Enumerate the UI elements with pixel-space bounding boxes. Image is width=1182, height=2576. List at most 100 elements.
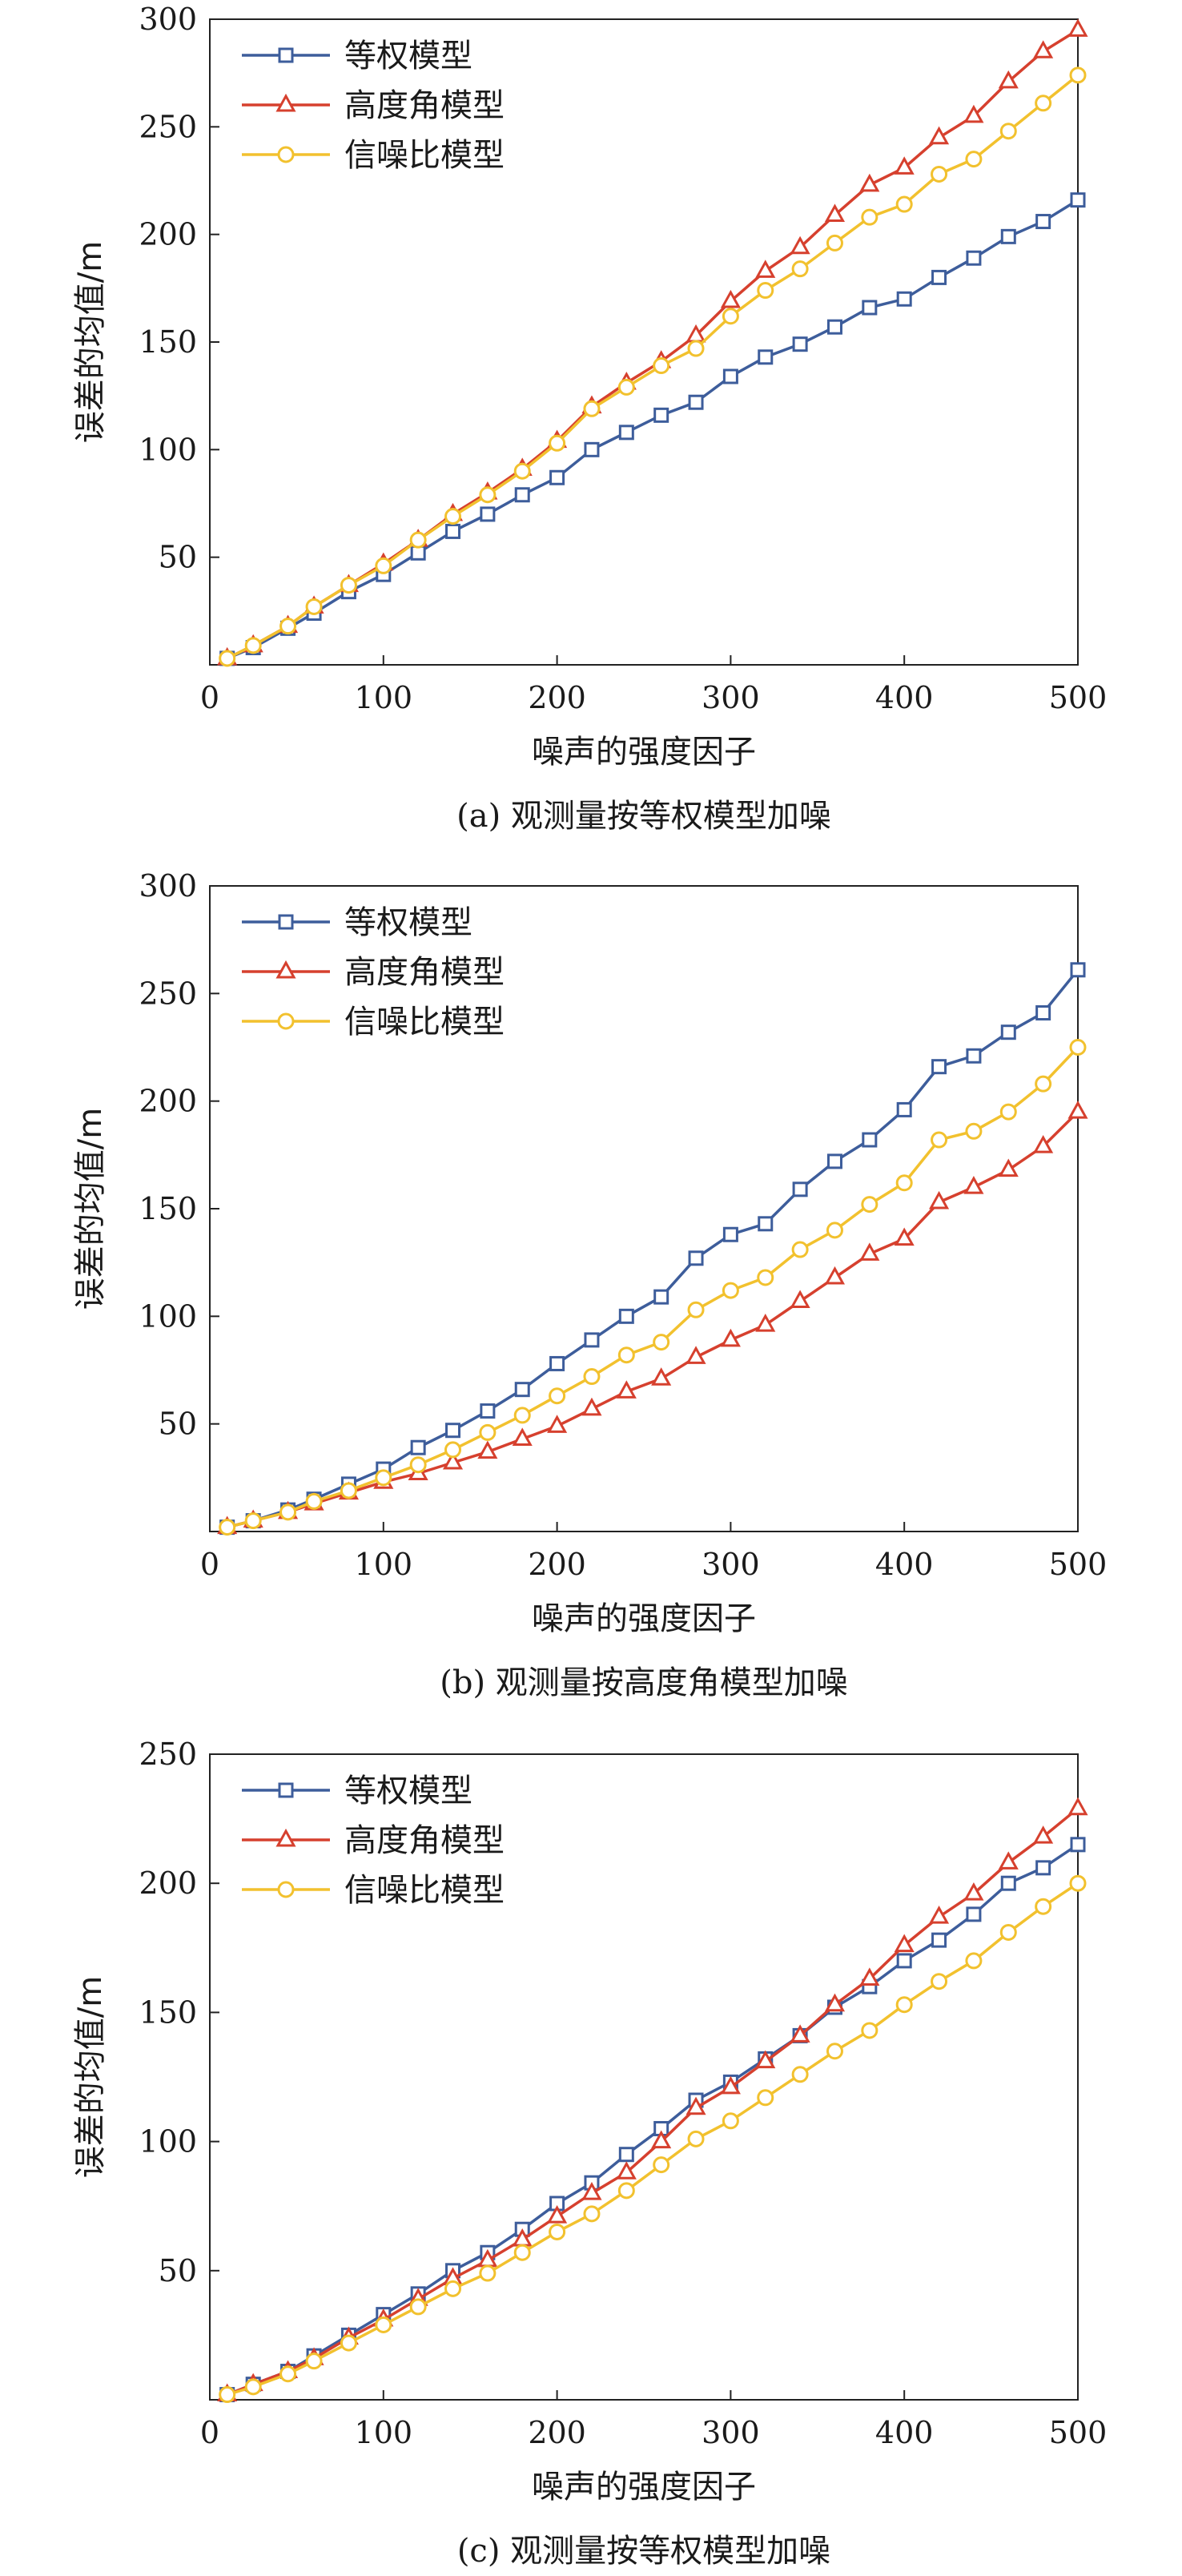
x-tick-label: 300: [702, 2415, 760, 2450]
data-point-square: [514, 487, 530, 503]
legend-label: 高度角模型: [344, 954, 505, 991]
data-point-circle: [861, 208, 878, 226]
data-point-circle: [375, 2316, 392, 2334]
data-point-circle: [340, 577, 357, 594]
data-point-square: [896, 291, 912, 307]
y-tick-label: 150: [139, 324, 197, 360]
data-point-triangle: [275, 960, 296, 979]
data-point-circle: [653, 2156, 670, 2174]
data-point-circle: [791, 260, 809, 278]
series-square: [219, 1837, 1086, 2403]
y-axis-label: 误差的均值/m: [72, 1976, 109, 2178]
x-tick-label: 400: [875, 1547, 934, 1582]
data-point-square: [445, 1423, 461, 1439]
data-point-circle: [1069, 66, 1087, 84]
data-point-triangle: [1067, 1101, 1088, 1119]
x-tick-label: 500: [1049, 680, 1108, 715]
data-point-circle: [513, 462, 531, 480]
data-point-triangle: [720, 2075, 741, 2095]
plot-frame: [209, 1753, 1079, 2401]
data-point-triangle: [685, 2096, 706, 2115]
data-point-triangle: [512, 1427, 533, 1446]
data-point-square: [1035, 1005, 1051, 1021]
series-square: [219, 962, 1086, 1536]
legend-label: 等权模型: [344, 904, 472, 941]
data-point-circle: [409, 1456, 427, 1474]
data-point-circle: [1035, 1898, 1052, 1915]
chart-caption: (b) 观测量按高度角模型加噪: [440, 1664, 848, 1701]
data-point-triangle: [651, 1367, 672, 1386]
data-point-square: [688, 1250, 704, 1266]
data-point-circle: [444, 508, 462, 525]
data-point-circle: [219, 650, 236, 667]
data-point-triangle: [894, 1227, 915, 1246]
data-point-circle: [895, 1996, 913, 2014]
data-point-circle: [653, 357, 670, 375]
data-point-circle: [375, 1469, 392, 1487]
data-point-square: [896, 1101, 912, 1117]
data-point-square: [1000, 1875, 1016, 1891]
data-point-circle: [826, 1222, 843, 1239]
data-point-circle: [279, 1503, 297, 1521]
legend-label: 高度角模型: [344, 87, 505, 124]
data-point-circle: [791, 1241, 809, 1258]
data-point-square: [278, 914, 294, 930]
data-point-triangle: [1067, 1797, 1088, 1816]
y-axis-label: 误差的均值/m: [72, 1108, 109, 1310]
data-point-circle: [244, 1512, 262, 1530]
x-axis-label: 噪声的强度因子: [532, 1600, 756, 1637]
data-point-circle: [583, 400, 601, 417]
data-point-triangle: [547, 1415, 568, 1433]
data-point-triangle: [755, 2050, 776, 2069]
data-point-circle: [653, 1334, 670, 1351]
data-point-circle: [617, 378, 635, 396]
data-point-triangle: [894, 1934, 915, 1953]
data-point-triangle: [963, 1176, 984, 1194]
data-point-triangle: [1067, 18, 1088, 37]
data-point-triangle: [998, 1158, 1019, 1177]
data-point-triangle: [790, 2024, 810, 2043]
data-point-square: [1035, 214, 1051, 230]
x-axis-label: 噪声的强度因子: [532, 2469, 756, 2506]
data-point-circle: [513, 1407, 531, 1424]
y-tick-label: 50: [159, 2253, 197, 2288]
data-point-circle: [965, 151, 983, 168]
data-point-square: [1070, 192, 1086, 208]
y-tick-label: 250: [139, 109, 197, 144]
y-tick-label: 100: [139, 432, 197, 467]
data-point-square: [514, 1382, 530, 1398]
data-point-triangle: [929, 126, 950, 145]
x-tick-label: 0: [200, 1547, 219, 1582]
data-point-square: [758, 349, 774, 365]
data-point-triangle: [275, 1828, 296, 1847]
data-point-circle: [722, 2112, 739, 2130]
data-point-circle: [244, 2378, 262, 2396]
data-point-circle: [549, 434, 566, 452]
series-circle: [219, 66, 1087, 667]
y-tick-label: 250: [139, 976, 197, 1011]
data-point-circle: [375, 557, 392, 574]
data-point-square: [862, 300, 878, 316]
data-point-circle: [931, 1131, 948, 1149]
data-point-square: [966, 1048, 982, 1064]
data-point-square: [549, 1355, 565, 1371]
data-point-circle: [513, 2244, 531, 2261]
data-point-square: [584, 441, 600, 457]
data-point-triangle: [859, 173, 880, 192]
y-tick-label: 200: [139, 1866, 197, 1901]
data-point-triangle: [929, 1190, 950, 1210]
x-axis-label: 噪声的强度因子: [532, 734, 756, 771]
data-point-square: [584, 1332, 600, 1348]
data-point-triangle: [790, 235, 810, 255]
data-point-square: [618, 425, 634, 441]
data-point-square: [826, 319, 842, 335]
y-tick-label: 50: [159, 540, 197, 575]
data-point-triangle: [1033, 40, 1054, 58]
y-tick-label: 300: [139, 2, 197, 37]
data-point-triangle: [651, 2130, 672, 2149]
y-tick-label: 250: [139, 1737, 197, 1772]
series-square: [219, 192, 1086, 666]
y-tick-label: 100: [139, 2124, 197, 2159]
